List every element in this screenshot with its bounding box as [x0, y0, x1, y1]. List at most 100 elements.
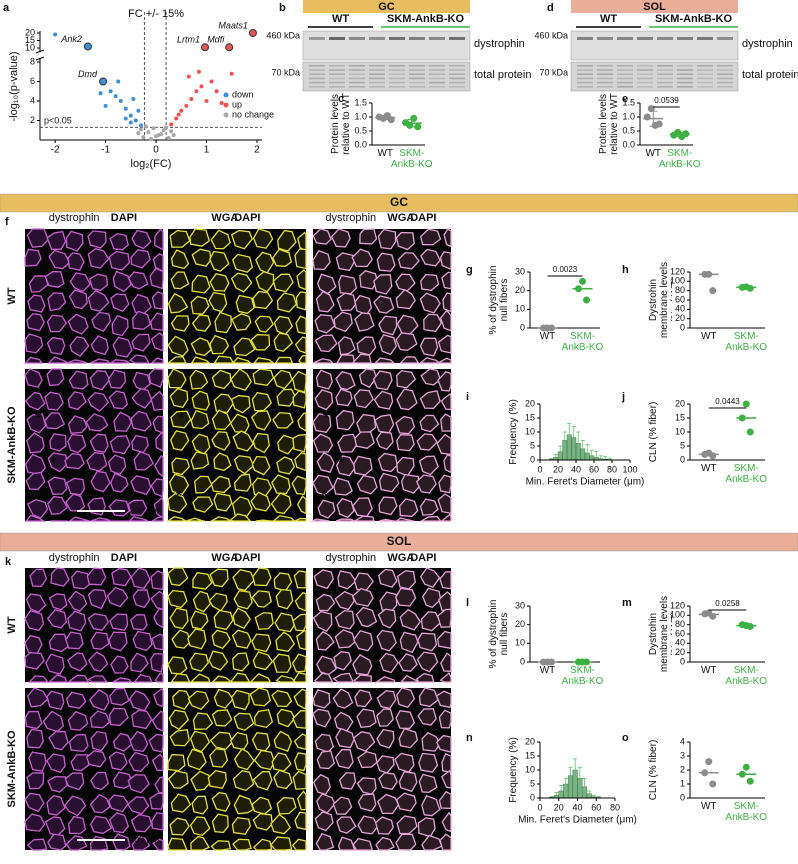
band: [309, 82, 325, 84]
band: [329, 78, 345, 80]
band: [677, 86, 693, 88]
fiber: [313, 690, 329, 708]
band: [717, 78, 733, 80]
point: [109, 89, 113, 93]
legend-swatch: [224, 93, 229, 98]
panel-letter: k: [5, 556, 12, 568]
p-value: 0.0258: [715, 599, 740, 608]
band: [369, 86, 385, 88]
y-axis-label: CLN (% fiber): [648, 392, 659, 472]
panel-letter: j: [621, 391, 625, 403]
point: [197, 70, 201, 74]
band: [617, 69, 633, 71]
band: [577, 86, 593, 88]
band: [389, 86, 405, 88]
fiber: [296, 292, 306, 310]
y-tick-label: 1.5: [354, 97, 367, 107]
panel-letter: a: [3, 2, 10, 14]
y-tick-label: 10: [525, 764, 535, 774]
band: [329, 37, 345, 40]
tissue-label: SOL: [643, 1, 666, 13]
y-tick-label: 6: [30, 76, 35, 86]
point: [189, 97, 193, 101]
band: [697, 82, 713, 84]
band: [677, 73, 693, 75]
histogram-bar: [559, 791, 564, 798]
fiber: [168, 755, 185, 771]
point: [114, 94, 118, 98]
section-label: SOL: [387, 534, 412, 548]
p-value: 0.0443: [715, 397, 740, 406]
channel-label: DAPI: [234, 212, 260, 224]
y-tick-label: 2: [680, 764, 685, 774]
band: [657, 86, 673, 88]
point: [99, 91, 103, 95]
band: [349, 78, 365, 80]
band: [369, 73, 385, 75]
band: [429, 73, 445, 75]
label-box: Frequency (%): [508, 730, 524, 810]
panel-letter: o: [622, 732, 629, 744]
highlighted-point: [201, 44, 208, 51]
fiber: [274, 770, 292, 788]
band: [449, 82, 465, 84]
y-tick-label: 10: [515, 304, 525, 314]
y-tick-label: 0: [530, 454, 535, 464]
label-box: SKM-AnkB-KO: [557, 665, 609, 691]
band: [717, 69, 733, 71]
point: [184, 104, 188, 108]
band: [717, 73, 733, 75]
y-tick-label: 30: [515, 266, 525, 276]
band: [617, 82, 633, 84]
point: [169, 129, 173, 133]
x-tick-label: SKM-AnkB-KO: [720, 331, 772, 353]
point: [124, 107, 128, 111]
band: [329, 69, 345, 71]
x-tick-label: SKM-AnkB-KO: [720, 801, 772, 823]
band-label: total protein: [474, 69, 531, 81]
x-tick-label: 0: [537, 802, 542, 812]
y-axis-label: Frequency (%): [508, 392, 519, 472]
band-label: dystrophin: [742, 38, 793, 50]
histogram-bar: [590, 456, 595, 460]
row-label: WT: [6, 287, 18, 304]
fiber: [360, 229, 377, 244]
panel-letter: d: [547, 2, 554, 14]
band: [409, 65, 425, 67]
histogram-bar: [573, 770, 578, 798]
y-tick-label: 100: [670, 610, 685, 620]
x-axis-label: log₂(FC): [131, 158, 172, 170]
x-tick-label: SKM-AnkB-KO: [557, 665, 609, 687]
group-label: WT: [332, 13, 349, 25]
fiber: [276, 357, 293, 363]
fiber: [50, 434, 66, 451]
x-tick-label: 2: [254, 145, 260, 156]
point: [131, 97, 135, 101]
band: [677, 69, 693, 71]
band: [349, 69, 365, 71]
fiber: [419, 774, 437, 792]
histogram-bar: [587, 794, 592, 798]
panel-letter: n: [466, 732, 473, 744]
histogram-bar: [578, 778, 583, 798]
fiber: [336, 519, 354, 521]
x-axis-label: Min. Feret's Diameter (μm): [518, 815, 637, 826]
y-tick-label: 100: [670, 276, 685, 286]
y-tick-label: 20: [675, 313, 685, 323]
point: [230, 72, 234, 76]
point: [136, 131, 140, 135]
y-tick-label: 80: [675, 285, 685, 295]
band: [577, 78, 593, 80]
fiber-annotation: *: [228, 470, 235, 487]
label-box: Dystrohin membrane levels (% of WT): [648, 260, 672, 340]
panel-letter: h: [622, 264, 629, 276]
fiber: [255, 710, 273, 728]
y-tick-label: 10: [515, 638, 525, 648]
fiber-annotation: *: [373, 470, 380, 487]
y-axis-label: CLN (% fiber): [648, 730, 659, 810]
point: [215, 89, 219, 93]
point: [136, 109, 140, 113]
band: [657, 69, 673, 71]
band: [577, 65, 593, 67]
